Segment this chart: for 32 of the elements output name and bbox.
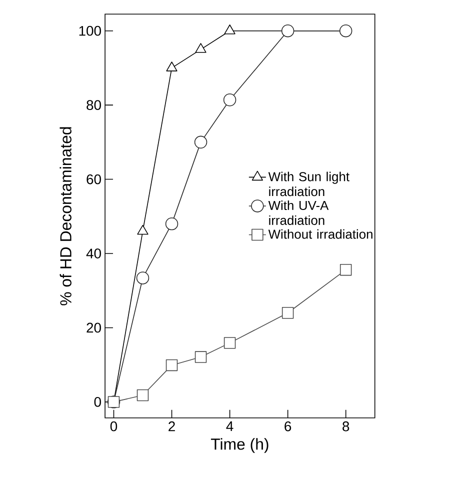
point <box>340 264 352 276</box>
point <box>194 351 207 363</box>
y-tick-label: 60 <box>86 174 102 184</box>
y-tick-label: 100 <box>79 26 102 36</box>
point <box>195 43 206 53</box>
point <box>281 24 294 38</box>
y-tick-label: 40 <box>86 248 102 258</box>
x-tick-label: 6 <box>284 421 292 432</box>
point <box>136 272 150 284</box>
point <box>223 94 236 106</box>
legend-label: With UV-A irradiation <box>268 200 329 225</box>
point <box>282 307 294 319</box>
y-tick-label: 0 <box>94 396 102 407</box>
point <box>165 217 178 230</box>
legend-label: Without irradiation <box>268 229 372 239</box>
y-tick-label: 80 <box>86 100 102 110</box>
point <box>224 337 236 349</box>
point <box>136 389 149 402</box>
point <box>166 359 178 372</box>
legend-label: With Sun light irradiation <box>268 172 350 196</box>
point <box>194 136 208 149</box>
x-tick-label: 8 <box>342 421 350 432</box>
y-axis-title: % of HD Decontaminated <box>60 127 72 306</box>
point <box>340 24 352 38</box>
x-axis-title: Time (h) <box>211 438 268 453</box>
x-tick-label: 2 <box>168 421 175 432</box>
y-tick-label: 20 <box>86 322 102 333</box>
point <box>224 24 236 34</box>
point <box>166 62 178 72</box>
point <box>137 224 148 235</box>
x-tick-label: 0 <box>110 421 118 432</box>
x-tick-label: 4 <box>226 421 234 431</box>
